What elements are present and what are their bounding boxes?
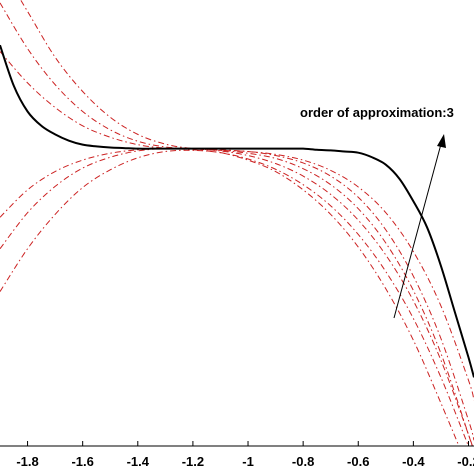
x-tick-label: -1.2 xyxy=(182,454,204,469)
series-line-approximation-2 xyxy=(0,2,474,441)
x-tick-label: -0.2 xyxy=(457,454,474,469)
x-tick-label: -1.8 xyxy=(16,454,38,469)
x-tick-label: -0.4 xyxy=(402,454,425,469)
x-ticks: -1.8 -1.6 -1.4 -1.2 -1 -0.8 -0.6 -0.4 -0.2 xyxy=(16,441,474,469)
x-tick-label: -0.6 xyxy=(347,454,369,469)
series-line-approximation-1 xyxy=(20,0,474,401)
x-tick-label: -0.8 xyxy=(292,454,314,469)
x-tick-label: -1.6 xyxy=(71,454,93,469)
annotation-label: order of approximation:3 xyxy=(300,105,454,120)
series-line-approximation-6 xyxy=(0,149,460,446)
annotation-arrowhead xyxy=(437,134,446,148)
annotation-arrow-shaft xyxy=(393,143,442,319)
series-line-exact xyxy=(0,44,474,378)
x-tick-label: -1.4 xyxy=(127,454,150,469)
x-tick-label: -1 xyxy=(242,454,254,469)
series-line-approximation-3 xyxy=(0,51,473,446)
annotation: order of approximation:3 xyxy=(300,105,454,319)
series-line-approximation-4 xyxy=(0,147,473,446)
series-line-approximation-5 xyxy=(0,148,470,446)
